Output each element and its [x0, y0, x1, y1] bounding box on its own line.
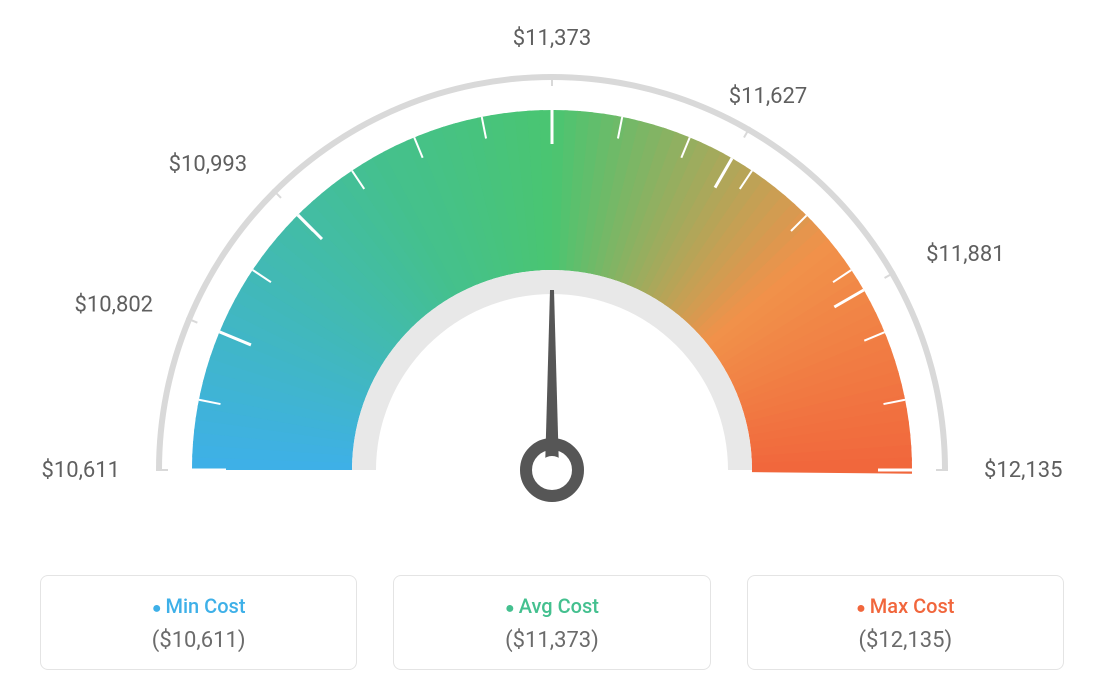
- svg-text:$10,802: $10,802: [75, 292, 154, 317]
- legend-label-max: Max Cost: [760, 594, 1051, 618]
- legend-value-max: ($12,135): [760, 628, 1051, 653]
- svg-text:$11,881: $11,881: [926, 242, 1005, 267]
- svg-text:$10,993: $10,993: [169, 152, 248, 177]
- svg-text:$10,611: $10,611: [41, 458, 120, 483]
- legend-value-min: ($10,611): [53, 628, 344, 653]
- svg-text:$12,135: $12,135: [984, 458, 1063, 483]
- legend-row: Min Cost ($10,611) Avg Cost ($11,373) Ma…: [0, 575, 1104, 670]
- legend-label-avg: Avg Cost: [406, 594, 697, 618]
- legend-card-min: Min Cost ($10,611): [40, 575, 357, 670]
- legend-value-avg: ($11,373): [406, 628, 697, 653]
- svg-text:$11,373: $11,373: [513, 26, 592, 51]
- legend-label-min: Min Cost: [53, 594, 344, 618]
- legend-card-avg: Avg Cost ($11,373): [393, 575, 710, 670]
- svg-text:$11,627: $11,627: [729, 84, 808, 109]
- legend-card-max: Max Cost ($12,135): [747, 575, 1064, 670]
- gauge-chart: $10,611 $10,802 $10,993 $11,373 $11,627 $11,8…: [0, 0, 1104, 560]
- cost-gauge-container: $10,611 $10,802 $10,993 $11,373 $11,627 $11,8…: [0, 0, 1104, 690]
